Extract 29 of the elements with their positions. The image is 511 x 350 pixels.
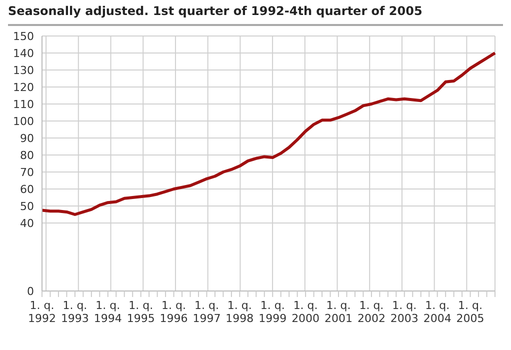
y-tick-label: 140 (13, 46, 34, 60)
y-tick-label: 110 (13, 98, 34, 111)
y-tick-label: 100 (13, 114, 34, 128)
x-tick-label: 1. q. 1998 (226, 299, 254, 325)
x-tick-label: 1. q. 1997 (192, 299, 221, 325)
x-tick-label: 1. q. 2000 (292, 299, 320, 325)
y-tick-label: 0 (27, 284, 34, 298)
x-tick-label: 1. q. 2005 (456, 299, 484, 325)
y-tick-label: 50 (20, 200, 34, 213)
x-tick-label: 1. q. 1995 (126, 299, 155, 325)
y-tick-label: 120 (13, 80, 34, 94)
x-tick-label: 1. q. 2001 (324, 299, 353, 325)
y-tick-label: 40 (20, 216, 34, 230)
x-tick-label: 1. q. 2002 (357, 299, 386, 325)
x-tick-label: 1. q. 1999 (258, 299, 287, 325)
y-tick-label: 130 (13, 64, 34, 77)
chart-title: Seasonally adjusted. 1st quarter of 1992-4th quarter of 2005 (8, 4, 503, 26)
x-tick-label: 1. q. 2004 (423, 299, 452, 325)
x-tick-label: 1. q. 1996 (160, 299, 188, 325)
x-tick-label: 1. q. 1992 (28, 299, 56, 325)
y-tick-label: 90 (20, 132, 34, 145)
y-tick-label: 80 (20, 148, 34, 162)
x-tick-label: 1. q. 2003 (390, 299, 418, 325)
x-tick-label: 1. q. 1993 (60, 299, 89, 325)
y-tick-label: 60 (20, 182, 34, 196)
y-tick-label: 150 (13, 30, 34, 43)
line-series (40, 52, 496, 216)
y-tick-label: 70 (20, 166, 34, 179)
x-tick-label: 1. q. 1994 (94, 299, 122, 325)
